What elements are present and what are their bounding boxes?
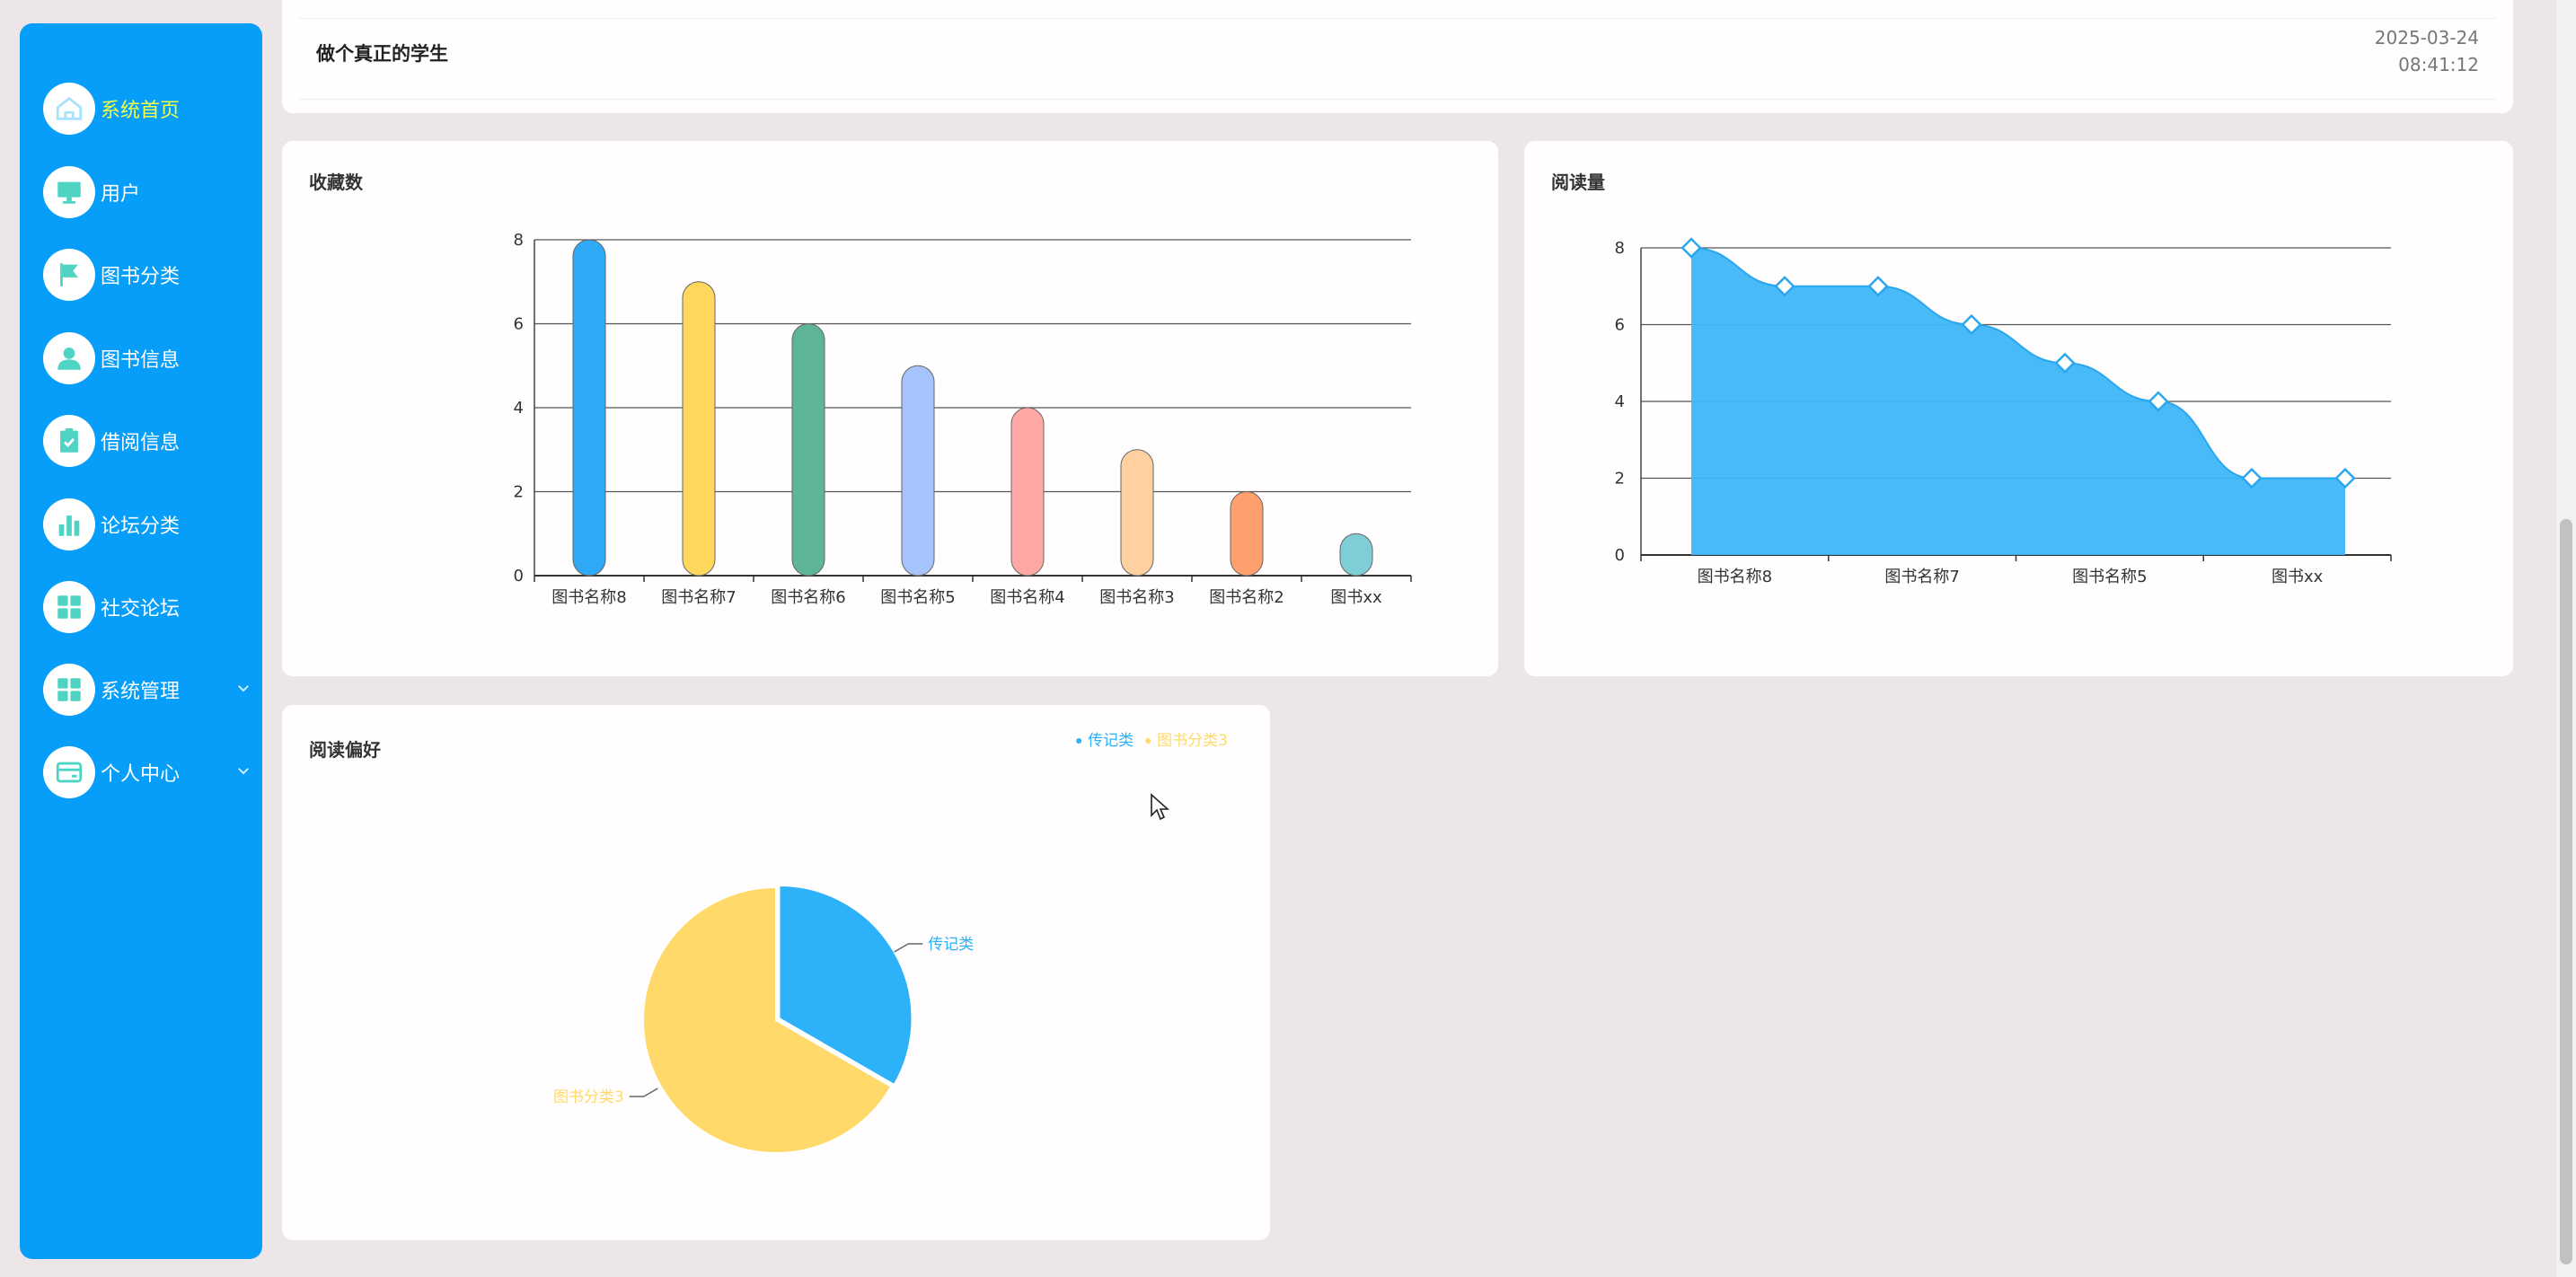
favorites-bar-chart: 0 2 4 6 8 图书名称8 图书名称7 图书名称6 图书名称5 图书名称4 图书名称3 图书名称2… — [514, 231, 1412, 607]
pie-leader-line — [629, 1088, 658, 1097]
sidebar-item-book-info[interactable]: 图书信息 — [43, 330, 259, 386]
bar — [1230, 491, 1264, 577]
y-tick-label: 8 — [514, 231, 524, 250]
sidebar-item-label: 论坛分类 — [101, 515, 181, 538]
sidebar-item-label: 系统管理 — [101, 681, 181, 703]
bar — [901, 365, 935, 577]
bar-chart-icon — [43, 498, 95, 550]
y-tick-label: 0 — [514, 567, 524, 586]
sidebar-item-personal-center[interactable]: 个人中心 — [43, 744, 259, 800]
sidebar-item-book-category[interactable]: 图书分类 — [43, 247, 259, 303]
clipboard-check-icon — [43, 415, 95, 467]
scrollbar-thumb[interactable] — [2560, 519, 2572, 1264]
sidebar-item-system-management[interactable]: 系统管理 — [43, 662, 259, 718]
y-tick-label: 2 — [514, 483, 524, 502]
home-icon — [43, 83, 95, 135]
motto-text: 做个真正的学生 — [316, 43, 448, 65]
data-point — [2241, 467, 2263, 489]
divider — [298, 99, 2497, 100]
reads-area-chart: 0 2 4 6 8 图书名称8 图书名称7 图书名称5 图书xx — [1615, 237, 2392, 586]
sidebar-item-label: 社交论坛 — [101, 598, 181, 621]
y-tick-label: 2 — [1615, 470, 1625, 489]
pie-slice — [778, 884, 913, 1087]
x-tick-label: 图书名称7 — [661, 588, 736, 607]
y-tick-label: 6 — [1615, 316, 1625, 335]
legend-entry: 传记类 — [1088, 732, 1134, 750]
grid-icon — [43, 664, 95, 716]
data-point — [1867, 276, 1889, 297]
sidebar-item-label: 借阅信息 — [101, 432, 181, 454]
y-tick-label: 0 — [1615, 546, 1625, 565]
sidebar-item-label: 图书信息 — [101, 349, 181, 372]
bar — [1010, 407, 1045, 577]
sidebar-item-home[interactable]: 系统首页 — [43, 81, 259, 137]
bar — [572, 239, 606, 577]
sidebar-item-label: 图书分类 — [101, 266, 181, 288]
area-line — [1690, 247, 2345, 480]
divider — [298, 18, 2497, 19]
y-tick-label: 4 — [514, 399, 524, 418]
reads-chart-card: 阅读量 0 2 4 6 8 图书名称8 图书名称7 图书名称5 图书xx — [1524, 141, 2513, 676]
x-tick-label: 图书名称3 — [1099, 588, 1174, 607]
monitor-icon — [43, 166, 95, 218]
legend-marker — [1076, 738, 1082, 744]
y-tick-label: 4 — [1615, 392, 1625, 411]
x-tick-label: 图书名称8 — [1698, 568, 1772, 586]
sidebar-item-social-forum[interactable]: 社交论坛 — [43, 579, 259, 635]
x-tick-label: 图书名称5 — [2072, 568, 2147, 586]
sidebar: 系统首页 用户 图书分类 图书信息 借阅信息 论坛分类 社交论坛 — [20, 23, 262, 1259]
data-point — [1681, 237, 1702, 259]
x-tick-label: 图书名称6 — [771, 588, 845, 607]
bar — [682, 281, 716, 577]
sidebar-item-label: 系统首页 — [101, 100, 181, 122]
card-title: 阅读偏好 — [309, 739, 381, 761]
x-tick-label: 图书xx — [2272, 568, 2324, 586]
x-tick-label: 图书名称8 — [551, 588, 626, 607]
chevron-down-icon[interactable] — [235, 762, 251, 779]
current-time: 08:41:12 — [2398, 54, 2479, 75]
chevron-down-icon[interactable] — [235, 680, 251, 696]
mouse-cursor-icon — [1151, 793, 1169, 821]
sidebar-item-forum-category[interactable]: 论坛分类 — [43, 497, 259, 552]
preference-chart-card: 阅读偏好 传记类 图书分类3 图书分类3 传记类 — [282, 705, 1270, 1240]
current-date: 2025-03-24 — [2374, 27, 2479, 48]
sidebar-item-users[interactable]: 用户 — [43, 164, 259, 220]
grid-icon — [43, 581, 95, 633]
header-card: 做个真正的学生 2025-03-24 08:41:12 — [282, 0, 2513, 113]
favorites-chart-card: 收藏数 0 2 4 6 8 图书名称8 图书名称7 图书名称6 图书名称5 图书名称4 图书名称3 图… — [282, 141, 1498, 676]
x-tick-label: 图书名称4 — [990, 588, 1064, 607]
pie-label: 图书分类3 — [553, 1088, 624, 1106]
data-point — [2054, 352, 2076, 374]
data-point — [2334, 467, 2356, 489]
x-tick-label: 图书名称5 — [880, 588, 955, 607]
y-tick-label: 8 — [1615, 239, 1625, 258]
data-point — [1774, 276, 1795, 297]
bar — [1339, 533, 1373, 577]
pie-label: 传记类 — [928, 936, 974, 954]
legend-entry: 图书分类3 — [1157, 732, 1228, 750]
x-tick-label: 图书xx — [1330, 588, 1382, 607]
card-title: 收藏数 — [309, 172, 363, 193]
y-tick-label: 6 — [514, 315, 524, 334]
person-icon — [43, 332, 95, 384]
data-point — [1961, 313, 1982, 336]
sidebar-item-borrow-info[interactable]: 借阅信息 — [43, 413, 259, 469]
x-tick-label: 图书名称7 — [1884, 568, 1959, 586]
data-point — [2148, 391, 2169, 412]
card-icon — [43, 746, 95, 798]
bar — [791, 323, 825, 577]
sidebar-item-label: 个人中心 — [101, 763, 181, 786]
area-fill — [1691, 248, 2345, 555]
pie-slice — [642, 885, 893, 1154]
legend-marker — [1145, 738, 1151, 744]
card-title: 阅读量 — [1551, 172, 1605, 193]
x-tick-label: 图书名称2 — [1209, 588, 1284, 607]
bar — [1120, 449, 1154, 577]
pie-leader-line — [894, 943, 923, 953]
flag-icon — [43, 249, 95, 301]
sidebar-item-label: 用户 — [101, 183, 141, 206]
